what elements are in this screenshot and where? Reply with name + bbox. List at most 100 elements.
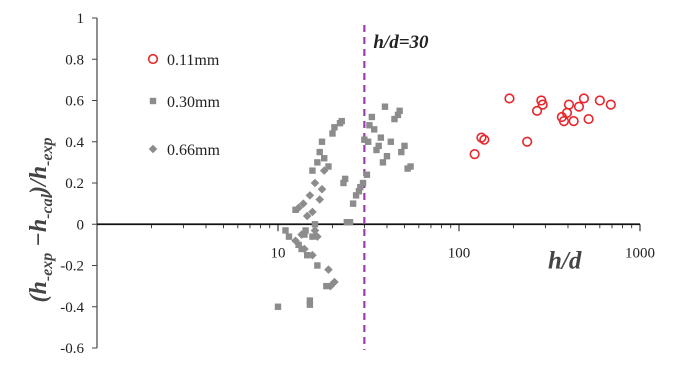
data-point-030mm [370, 126, 378, 133]
data-point-066mm [310, 226, 320, 235]
data-point-030mm [387, 138, 395, 145]
data-point-030mm [394, 111, 402, 119]
data-point-030mm [338, 117, 345, 125]
data-point-030mm [314, 159, 321, 166]
data-point-030mm [377, 134, 385, 141]
data-point-011mm [583, 113, 594, 125]
data-point-030mm [316, 148, 323, 156]
data-point-066mm [330, 277, 339, 287]
data-point-066mm [294, 203, 303, 213]
data-point-030mm [309, 233, 316, 240]
data-point-066mm [308, 207, 317, 217]
data-point-066mm [305, 191, 315, 200]
data-point-030mm [306, 301, 314, 308]
y-axis-title-subscript: -exp [39, 253, 56, 281]
data-point-030mm [381, 103, 389, 110]
data-point-011mm [563, 99, 575, 110]
data-point-030mm [375, 142, 382, 150]
data-point-011mm [605, 99, 616, 110]
x-tick-label: 1000 [625, 245, 655, 261]
data-point-030mm [309, 167, 316, 174]
data-point-030mm [352, 192, 360, 199]
data-point-030mm [274, 303, 282, 310]
y-axis-title-subscript: -cal [39, 193, 56, 218]
legend-label-030mm: 0.30mm [167, 94, 220, 111]
data-point-030mm [306, 297, 314, 304]
y-tick-label: -0.2 [60, 259, 84, 275]
y-tick-label: 0 [77, 217, 85, 233]
data-point-030mm [407, 163, 414, 170]
data-point-030mm [346, 218, 354, 226]
data-point-066mm [302, 211, 312, 221]
data-point-030mm [318, 138, 326, 145]
legend-marker-030mm [149, 97, 157, 105]
y-tick-label: 0.8 [65, 52, 84, 68]
data-point-066mm [291, 236, 300, 246]
data-point-011mm [522, 136, 533, 147]
data-point-030mm [359, 179, 367, 187]
legend-label-066mm: 0.66mm [167, 142, 220, 159]
y-tick-label: -0.4 [60, 300, 84, 316]
x-tick-label: 100 [448, 245, 471, 261]
data-point-030mm [398, 148, 405, 156]
data-point-030mm [349, 200, 357, 207]
data-point-030mm [373, 146, 380, 154]
data-point-030mm [383, 152, 391, 160]
data-point-030mm [311, 221, 319, 228]
data-point-030mm [401, 142, 408, 150]
data-point-011mm [476, 132, 487, 143]
data-points [274, 93, 616, 310]
data-point-030mm [314, 262, 321, 269]
legend: 0.11mm 0.30mm 0.66mm [147, 52, 220, 159]
data-point-030mm [363, 171, 371, 178]
data-point-030mm [364, 138, 372, 145]
data-point-011mm [469, 149, 480, 160]
x-tick-label: 10 [271, 245, 286, 261]
data-point-066mm [297, 230, 306, 239]
y-tick-label: 0.6 [65, 94, 84, 110]
axes: 1 0.8 0.6 0.4 0.2 0 -0.2 -0.4 -0.6 10 100 1000 [60, 11, 655, 357]
data-point-030mm [329, 130, 336, 137]
x-axis-title: h/d [548, 247, 582, 274]
data-point-066mm [313, 232, 322, 241]
data-point-030mm [331, 124, 338, 131]
data-point-030mm [357, 183, 364, 191]
data-point-030mm [391, 115, 398, 123]
data-point-066mm [317, 184, 327, 194]
data-point-030mm [325, 163, 332, 170]
data-point-011mm [537, 99, 548, 110]
y-axis-title-part: −h [26, 219, 52, 253]
data-point-030mm [355, 188, 363, 195]
data-point-030mm [368, 113, 376, 121]
y-axis-title-part: )/h [26, 166, 52, 196]
y-axis-title-subscript: -exp [39, 138, 56, 166]
reference-line-label: h/d=30 [373, 32, 429, 53]
y-tick-label: 0.2 [65, 176, 84, 192]
data-point-030mm [366, 122, 373, 129]
data-point-030mm [340, 179, 347, 187]
data-point-030mm [282, 227, 289, 234]
data-point-066mm [324, 265, 333, 274]
data-point-030mm [302, 227, 309, 234]
legend-marker-066mm [148, 144, 158, 154]
data-point-030mm [396, 107, 403, 115]
data-point-030mm [343, 218, 351, 226]
data-point-066mm [299, 199, 308, 208]
data-point-066mm [308, 250, 317, 260]
data-point-030mm [321, 155, 328, 162]
data-point-066mm [319, 166, 329, 175]
data-point-011mm [578, 93, 590, 104]
y-axis-title: (h-exp −h-cal)/h-exp [26, 138, 56, 303]
data-point-030mm [292, 206, 299, 214]
data-point-066mm [310, 178, 320, 188]
data-point-030mm [361, 136, 368, 143]
data-point-030mm [295, 241, 302, 249]
y-axis-title-part: (h [26, 281, 52, 302]
y-tick-label: 1 [77, 11, 85, 27]
y-tick-label: 0.4 [65, 135, 84, 151]
y-tick-label: -0.6 [60, 341, 84, 357]
legend-label-011mm: 0.11mm [167, 52, 220, 69]
data-point-030mm [304, 251, 311, 259]
legend-marker-011mm [147, 53, 159, 65]
